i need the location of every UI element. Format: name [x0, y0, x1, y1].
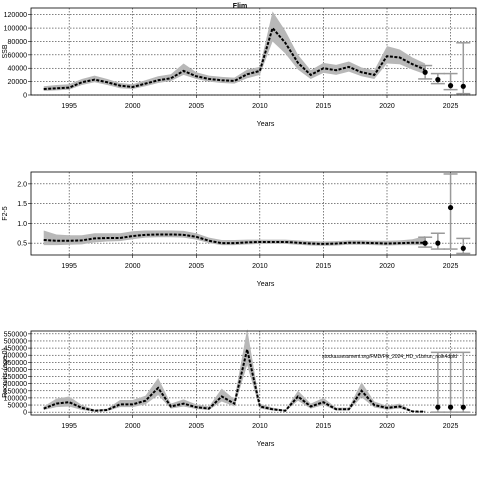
y-tick-label: 300000 — [4, 367, 27, 374]
current-year-point — [422, 69, 428, 75]
projection-point — [447, 204, 454, 211]
y-axis-title: F2-5 — [2, 206, 9, 221]
x-axis-title: Years — [257, 281, 275, 288]
y-tick-label: 250000 — [4, 374, 27, 381]
confidence-band — [43, 230, 426, 246]
estimate-line — [43, 349, 426, 413]
projection-point — [460, 83, 466, 89]
y-tick-label: 60000 — [8, 52, 28, 59]
y-tick-label: 0 — [23, 410, 27, 417]
x-tick-label: 2005 — [188, 263, 204, 270]
x-tick-label: 2010 — [252, 263, 268, 270]
y-tick-label: 1.0 — [17, 221, 27, 228]
x-tick-label: 2025 — [443, 263, 459, 270]
projection-point — [435, 77, 441, 83]
projection-point — [460, 404, 466, 410]
projection-point — [435, 240, 441, 246]
x-tick-label: 2020 — [379, 103, 395, 110]
x-tick-label: 2025 — [443, 423, 459, 430]
x-tick-label: 2020 — [379, 263, 395, 270]
plot-frame — [30, 171, 477, 256]
x-axis-title: Years — [257, 121, 275, 128]
plot-frame — [30, 7, 477, 96]
x-tick-label: 2005 — [188, 423, 204, 430]
x-tick-label: 2000 — [125, 103, 141, 110]
y-tick-label: 20000 — [8, 79, 28, 86]
y-axis-title: SSB — [2, 44, 9, 58]
y-tick-label: 0.5 — [17, 241, 27, 248]
y-tick-label: 120000 — [4, 12, 27, 19]
projection-point — [460, 245, 466, 251]
fishing-mortality-panel: 1995 2000 2005 2010 2015 2020 2025 0.5 1.0 1.5 2.0… — [2, 171, 477, 288]
y-axis-title: Recruits (age 0) — [2, 348, 9, 398]
x-tick-label: 2025 — [443, 103, 459, 110]
y-tick-label: 100000 — [4, 395, 27, 402]
confidence-band — [43, 11, 426, 91]
y-tick-label: 1.5 — [17, 201, 27, 208]
x-tick-label: 2000 — [125, 263, 141, 270]
x-tick-label: 2015 — [316, 263, 332, 270]
projection-point — [447, 83, 454, 89]
current-year-point — [422, 240, 428, 246]
y-tick-label: 200000 — [4, 381, 27, 388]
x-tick-label: 2020 — [379, 423, 395, 430]
y-tick-label: 2.0 — [17, 181, 27, 188]
x-tick-label: 2005 — [188, 103, 204, 110]
ssb-panel: 1995 2000 2005 2010 2015 2020 2025 0 20000 40000 6… — [2, 7, 477, 128]
y-tick-label: 450000 — [4, 346, 27, 353]
plot-frame — [30, 330, 477, 416]
y-tick-label: 50000 — [8, 403, 28, 410]
y-tick-label: 400000 — [4, 353, 27, 360]
recruitment-panel: 1995 2000 2005 2010 2015 2020 2025 050000100000… — [2, 328, 477, 448]
y-tick-label: 500000 — [4, 338, 27, 345]
y-tick-label: 0 — [23, 93, 27, 100]
y-tick-label: 40000 — [8, 66, 28, 73]
estimate-line — [43, 26, 426, 90]
x-tick-label: 2000 — [125, 423, 141, 430]
x-tick-label: 1995 — [61, 423, 77, 430]
x-tick-label: 1995 — [61, 263, 77, 270]
source-annotation: stockassessment.org/FMD/Flk_2024_HD_v1b/… — [322, 354, 457, 360]
x-axis-title: Years — [257, 441, 275, 448]
y-tick-label: 100000 — [4, 26, 27, 33]
y-tick-label: 350000 — [4, 360, 27, 367]
projection-point — [435, 404, 441, 410]
x-tick-label: 2015 — [316, 423, 332, 430]
x-tick-label: 2010 — [252, 423, 268, 430]
projection-point — [447, 404, 454, 410]
estimate-line — [43, 233, 426, 245]
y-tick-label: 550000 — [4, 331, 27, 338]
y-tick-label: 150000 — [4, 388, 27, 395]
x-tick-label: 1995 — [61, 103, 77, 110]
x-tick-label: 2015 — [316, 103, 332, 110]
y-tick-label: 80000 — [8, 39, 28, 46]
x-tick-label: 2010 — [252, 103, 268, 110]
figure-title: Flim — [233, 3, 247, 10]
